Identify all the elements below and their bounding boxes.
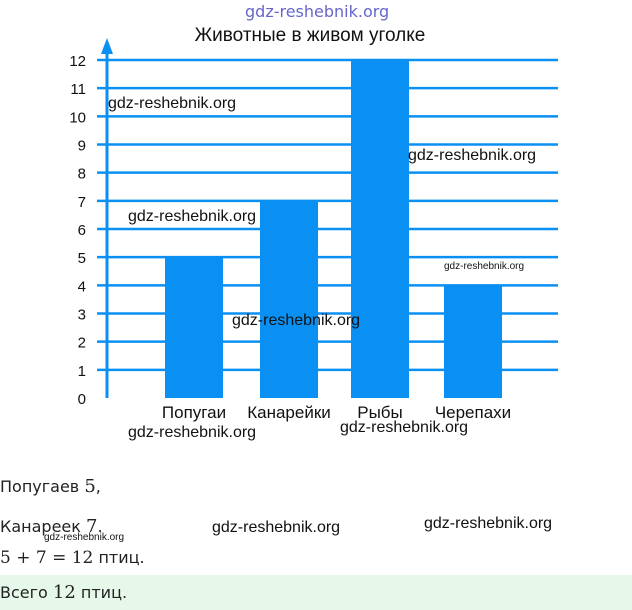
bar [351, 60, 409, 398]
solution-line-parrots: Попугаев 5, [0, 476, 101, 497]
y-tick-label: 3 [78, 307, 86, 324]
y-axis-arrow-icon [101, 38, 113, 54]
bar [260, 200, 318, 398]
bars [165, 60, 502, 398]
answer-unit: птиц. [75, 583, 128, 602]
watermark: gdz-reshebnik.org [212, 519, 341, 536]
y-tick-label: 11 [70, 81, 86, 98]
y-tick-label: 10 [69, 109, 86, 126]
watermark: gdz-reshebnik.org [232, 312, 361, 329]
y-tick-label: 6 [78, 222, 86, 239]
answer-number: 12 [52, 582, 76, 603]
answer-box: Всего 12 птиц. [0, 575, 632, 610]
solution-number: 7 [86, 516, 98, 537]
equation-expression: 5 + 7 = 12 [0, 548, 94, 568]
y-axis [101, 38, 113, 398]
x-tick-labels: Попугаи Канарейки Рыбы Черепахи [162, 403, 511, 422]
y-tick-label: 4 [78, 278, 86, 295]
x-tick-label: Рыбы [357, 403, 403, 422]
watermark: gdz-reshebnik.org [444, 261, 525, 272]
solution-text: Попугаев [0, 477, 85, 496]
watermark: gdz-reshebnik.org [128, 208, 257, 225]
y-tick-label: 5 [78, 250, 86, 267]
chart-title: Животные в живом уголке [195, 25, 426, 46]
watermark: gdz-reshebnik.org [340, 419, 469, 436]
y-tick-label: 0 [78, 391, 86, 408]
x-tick-label: Черепахи [435, 403, 511, 422]
solution-line-canaries: Канареек 7. [0, 516, 103, 537]
equation-unit: птиц. [93, 548, 145, 567]
y-tick-label: 7 [78, 194, 86, 211]
answer-label: Всего [0, 583, 53, 602]
bar [165, 257, 223, 398]
watermark: gdz-reshebnik.org [108, 95, 237, 112]
bar [444, 285, 502, 398]
y-tick-label: 8 [78, 166, 86, 183]
x-tick-label: Попугаи [162, 403, 226, 422]
watermark: gdz-reshebnik.org [424, 515, 553, 532]
solution-punct: . [97, 517, 103, 536]
y-tick-label: 2 [78, 335, 86, 352]
y-tick-label: 9 [78, 138, 86, 155]
bar-chart: Животные в живом уголке 0123456789101112… [69, 25, 558, 422]
watermark: gdz-reshebnik.org [44, 532, 125, 543]
solution-number: 5 [84, 476, 96, 497]
watermark: gdz-reshebnik.org [408, 147, 537, 164]
solution-text: Канареек [0, 517, 87, 536]
watermark: gdz-reshebnik.org [128, 424, 257, 441]
x-tick-label: Канарейки [247, 403, 331, 422]
y-tick-label: 1 [78, 363, 86, 380]
solution-punct: , [95, 477, 101, 496]
watermark-top: gdz-reshebnik.org [245, 2, 390, 21]
y-tick-label: 12 [69, 53, 86, 70]
solution-equation: 5 + 7 = 12 птиц. [0, 548, 145, 568]
answer-text: Всего 12 птиц. [0, 582, 128, 603]
